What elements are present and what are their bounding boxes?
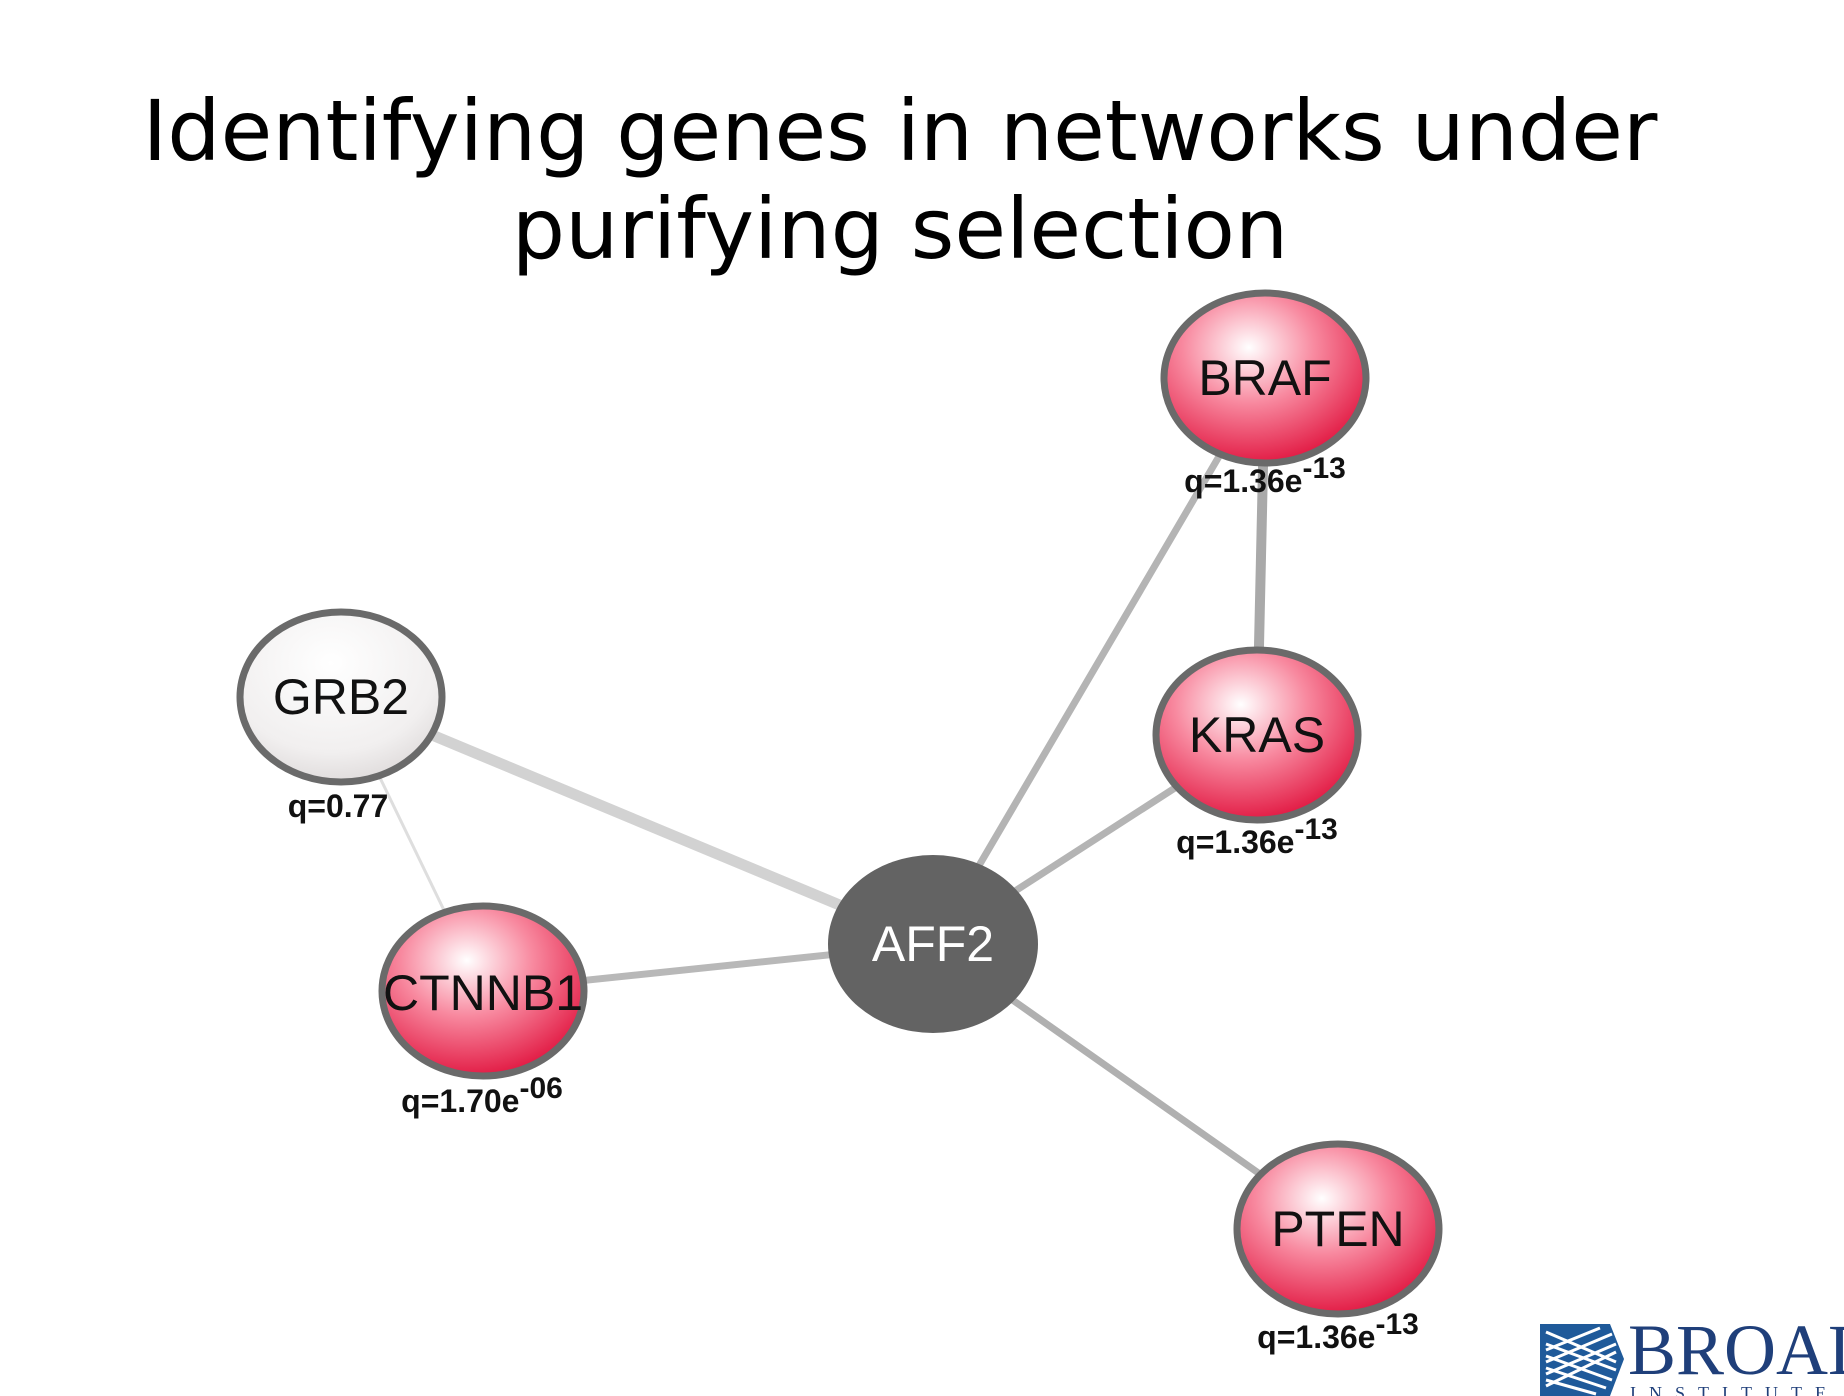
slide-title: Identifying genes in networks under puri… (0, 82, 1800, 278)
broad-institute-logo: BROAD INSTITUTE (1540, 1322, 1844, 1396)
node-label-ctnnb1: CTNNB1 (383, 965, 583, 1021)
node-label-pten: PTEN (1271, 1201, 1404, 1257)
logo-subtitle: INSTITUTE (1630, 1383, 1839, 1396)
q-value-grb2: q=0.77 (288, 788, 389, 824)
node-ctnnb1: CTNNB1 (378, 902, 588, 1080)
node-label-grb2: GRB2 (273, 669, 409, 725)
logo-wordmark: BROAD (1628, 1322, 1844, 1390)
title-line-1: Identifying genes in networks under (142, 82, 1658, 180)
node-pten: PTEN (1233, 1140, 1443, 1318)
title-line-2: purifying selection (511, 180, 1289, 278)
node-kras: KRAS (1152, 646, 1362, 824)
node-label-aff2: AFF2 (872, 916, 994, 972)
q-value-pten: q=1.36e-13 (1257, 1308, 1419, 1355)
node-grb2: GRB2 (236, 608, 446, 786)
node-label-kras: KRAS (1189, 707, 1325, 763)
edge-grb2-aff2 (335, 691, 939, 950)
node-label-braf: BRAF (1198, 350, 1331, 406)
q-value-braf: q=1.36e-13 (1184, 452, 1346, 499)
q-value-ctnnb1: q=1.70e-06 (401, 1072, 563, 1119)
q-value-kras: q=1.36e-13 (1176, 813, 1338, 860)
edge-braf-aff2 (929, 374, 1269, 948)
node-aff2: AFF2 (828, 855, 1038, 1033)
node-braf: BRAF (1160, 289, 1370, 467)
broad-logo-mark-icon (1540, 1324, 1624, 1396)
